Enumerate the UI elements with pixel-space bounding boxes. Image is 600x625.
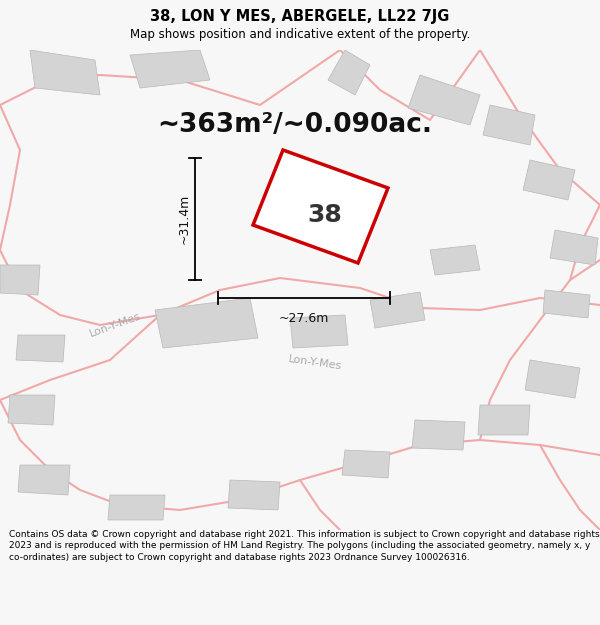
Polygon shape [523,160,575,200]
Text: 38, LON Y MES, ABERGELE, LL22 7JG: 38, LON Y MES, ABERGELE, LL22 7JG [151,9,449,24]
Text: ~363m²/~0.090ac.: ~363m²/~0.090ac. [157,112,433,138]
Polygon shape [30,50,100,95]
Polygon shape [478,405,530,435]
Polygon shape [412,420,465,450]
Text: Lon-Y-Mes: Lon-Y-Mes [287,354,343,372]
Polygon shape [525,360,580,398]
Polygon shape [108,495,165,520]
Polygon shape [16,335,65,362]
Text: Map shows position and indicative extent of the property.: Map shows position and indicative extent… [130,28,470,41]
Polygon shape [290,315,348,348]
Text: Lon-Y-Mes: Lon-Y-Mes [88,311,142,339]
Text: ~27.6m: ~27.6m [279,312,329,325]
Polygon shape [18,465,70,495]
Polygon shape [483,105,535,145]
Polygon shape [342,450,390,478]
Polygon shape [0,265,40,295]
Polygon shape [8,395,55,425]
Polygon shape [253,150,388,263]
Polygon shape [228,480,280,510]
Polygon shape [550,230,598,265]
Text: Contains OS data © Crown copyright and database right 2021. This information is : Contains OS data © Crown copyright and d… [9,530,599,562]
Polygon shape [543,290,590,318]
Polygon shape [328,50,370,95]
Text: 38: 38 [308,203,343,227]
Polygon shape [130,50,210,88]
Text: ~31.4m: ~31.4m [178,194,191,244]
Polygon shape [430,245,480,275]
Polygon shape [370,292,425,328]
Polygon shape [155,298,258,348]
Polygon shape [408,75,480,125]
